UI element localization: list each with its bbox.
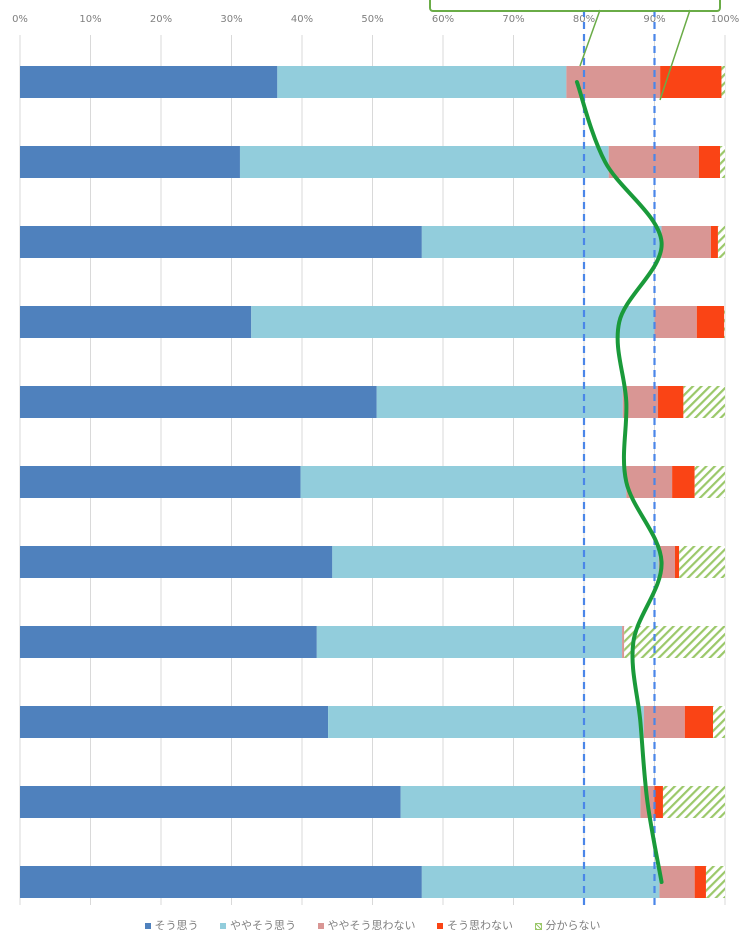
legend-label: そう思う — [154, 919, 199, 932]
bar-segment — [660, 66, 722, 98]
bar-segment — [400, 786, 641, 818]
x-tick-label: 70% — [502, 14, 524, 25]
bar-segment — [20, 786, 401, 818]
bar-segment — [20, 466, 301, 498]
legend-swatch-icon — [220, 923, 226, 929]
bar-segment — [624, 626, 725, 658]
bar-segment — [300, 466, 627, 498]
bar-segment — [698, 146, 721, 178]
trend-line-group — [574, 80, 664, 884]
bar-segment — [654, 786, 663, 818]
bar-segment — [332, 546, 659, 578]
bar-segment — [20, 626, 317, 658]
bar-segment — [20, 706, 329, 738]
bar-segment — [705, 866, 725, 898]
bar-segment — [626, 466, 673, 498]
bar-segment — [713, 706, 725, 738]
x-tick-label: 30% — [220, 14, 242, 25]
x-tick-labels: 0% 10% 20% 30% 40% 50% 60% 70% 80% 90% 100% — [12, 14, 739, 25]
bar-segments — [20, 66, 725, 898]
bar-segment — [20, 146, 240, 178]
bar-segment — [608, 146, 699, 178]
x-tick-label: 40% — [291, 14, 313, 25]
bar-segment — [710, 226, 718, 258]
bar-segment — [20, 546, 333, 578]
bar-segment — [659, 866, 695, 898]
bar-segment — [251, 306, 655, 338]
x-tick-label: 100% — [711, 14, 740, 25]
bar-segment — [328, 706, 644, 738]
bar-segment — [661, 226, 711, 258]
bar-segment — [20, 306, 252, 338]
legend-swatch-icon — [144, 923, 151, 929]
x-tick-label: 0% — [12, 14, 28, 25]
legend-swatch-icon — [534, 922, 542, 930]
bar-segment — [694, 466, 725, 498]
bar-segment — [720, 146, 725, 178]
legend-item-4: そう思わない — [437, 917, 513, 933]
bar-segment — [20, 66, 278, 98]
legend-item-3: ややそう思わない — [317, 917, 416, 933]
legend-item-2: ややそう思う — [220, 917, 296, 933]
x-tick-label: 60% — [432, 14, 454, 25]
bar-segment — [662, 786, 725, 818]
legend-swatch-icon — [437, 923, 443, 929]
x-tick-label: 90% — [643, 14, 665, 25]
bar-segment — [679, 546, 725, 578]
bar-segment — [717, 226, 725, 258]
bar-segment — [684, 706, 714, 738]
bar-segment — [724, 306, 725, 338]
reference-lines — [582, 10, 656, 905]
x-tick-label: 80% — [573, 14, 595, 25]
x-tick-label: 10% — [79, 14, 101, 25]
bar-segment — [277, 66, 567, 98]
legend-item-1: そう思う — [144, 917, 199, 933]
bar-segment — [622, 626, 625, 658]
legend-label: そう思わない — [447, 919, 513, 932]
bar-segment — [683, 386, 725, 418]
bar-segment — [654, 306, 697, 338]
bar-segment — [239, 146, 609, 178]
bar-segment — [694, 866, 706, 898]
legend-label: 分からない — [545, 919, 601, 932]
bar-segment — [376, 386, 623, 418]
legend-item-5: 分からない — [534, 917, 601, 933]
x-tick-label: 50% — [361, 14, 383, 25]
bar-segment — [696, 306, 725, 338]
bar-segment — [658, 386, 684, 418]
bar-segment — [622, 386, 659, 418]
legend-swatch-icon — [317, 923, 324, 929]
legend-label: ややそう思わない — [327, 919, 416, 932]
legend: そう思う ややそう思う ややそう思わない そう思わない 分からない — [0, 917, 745, 933]
bar-segment — [643, 706, 685, 738]
bar-segment — [674, 546, 680, 578]
legend-label: ややそう思う — [230, 919, 296, 932]
bar-segment — [721, 66, 725, 98]
x-tick-label: 20% — [150, 14, 172, 25]
bar-segment — [20, 386, 377, 418]
bar-segment — [20, 226, 422, 258]
bar-segment — [672, 466, 695, 498]
callout-box — [429, 0, 721, 101]
trend-line — [574, 80, 664, 884]
bar-segment — [20, 866, 422, 898]
bar-segment — [421, 226, 662, 258]
bar-segment — [421, 866, 660, 898]
bar-segment — [316, 626, 623, 658]
